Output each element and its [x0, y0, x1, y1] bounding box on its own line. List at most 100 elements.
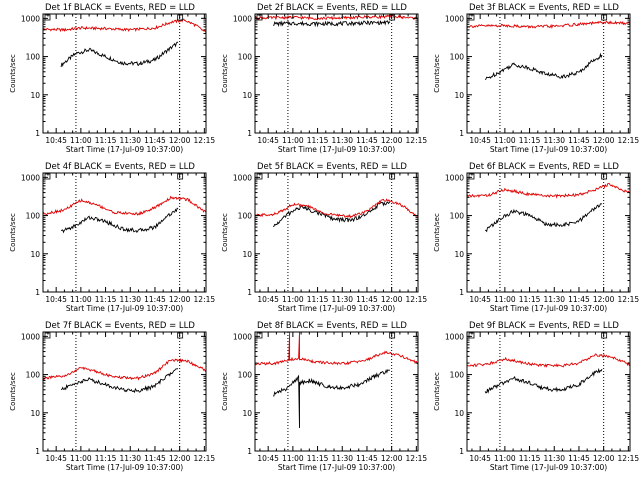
x-tick-label: 11:00	[282, 136, 304, 145]
panel-title: Det 6f BLACK = Events, RED = LLD	[469, 162, 619, 172]
x-tick-label: 11:45	[356, 136, 378, 145]
y-tick-label: 1000	[233, 173, 252, 182]
x-tick-label: 11:15	[519, 454, 541, 463]
y-tick-label: 10	[242, 91, 252, 100]
panel-title: Det 4f BLACK = Events, RED = LLD	[45, 162, 195, 172]
y-tick-label: 1	[247, 447, 252, 456]
plot-frame	[42, 331, 207, 452]
y-tick-label: 10	[454, 91, 464, 100]
y-tick-label: 1000	[445, 332, 464, 341]
y-tick-label: 1	[247, 288, 252, 297]
y-axis-label: Counts/sec	[9, 54, 17, 93]
panel-6: Det 6f BLACK = Events, RED = LLD 1 10 100 10…	[433, 162, 639, 313]
y-axis-label: Counts/sec	[433, 213, 441, 252]
x-axis-label: Start Time (17-Jul-09 10:37:00)	[66, 463, 183, 472]
plot-frame	[42, 13, 207, 134]
x-tick-label: 11:45	[144, 454, 166, 463]
x-tick-label: 10:45	[469, 136, 491, 145]
series-lld	[43, 195, 206, 216]
x-tick-label: 11:00	[70, 295, 92, 304]
x-tick-label: 11:00	[494, 295, 516, 304]
x-tick-label: 10:45	[257, 454, 279, 463]
y-tick-label: 1000	[21, 173, 40, 182]
y-axis-label: Counts/sec	[433, 54, 441, 93]
panel-1: Det 1f BLACK = Events, RED = LLD 1 10 100 10…	[9, 3, 215, 154]
x-tick-label: 11:15	[307, 454, 329, 463]
x-tick-label: 12:00	[593, 136, 615, 145]
y-axis-label: Counts/sec	[221, 372, 229, 411]
panel-title: Det 3f BLACK = Events, RED = LLD	[469, 3, 619, 13]
y-axis-label: Counts/sec	[9, 213, 17, 252]
y-tick-label: 1	[247, 129, 252, 138]
y-tick-label: 10	[454, 409, 464, 418]
x-axis-label: Start Time (17-Jul-09 10:37:00)	[490, 145, 607, 154]
series-events	[60, 207, 179, 234]
panel-title: Det 5f BLACK = Events, RED = LLD	[257, 162, 407, 172]
x-tick-label: 12:00	[593, 295, 615, 304]
x-axis-label: Start Time (17-Jul-09 10:37:00)	[278, 304, 395, 313]
x-tick-label: 11:15	[519, 295, 541, 304]
x-tick-label: 11:45	[356, 295, 378, 304]
x-tick-label: 11:30	[119, 136, 141, 145]
x-tick-label: 10:45	[469, 295, 491, 304]
panel-title: Det 9f BLACK = Events, RED = LLD	[469, 321, 619, 331]
y-tick-label: 10	[242, 250, 252, 259]
x-tick-label: 11:30	[119, 295, 141, 304]
x-tick-label: 11:00	[70, 136, 92, 145]
y-tick-label: 10	[30, 250, 40, 259]
x-tick-label: 12:00	[169, 295, 191, 304]
y-tick-label: 1000	[445, 173, 464, 182]
x-axis-label: Start Time (17-Jul-09 10:37:00)	[66, 145, 183, 154]
panel-title: Det 8f BLACK = Events, RED = LLD	[257, 321, 407, 331]
x-tick-label: 11:45	[568, 454, 590, 463]
panel-3: Det 3f BLACK = Events, RED = LLD 1 10 100 10…	[433, 3, 639, 154]
plot-frame	[466, 172, 631, 293]
series-events	[484, 52, 603, 80]
x-tick-label: 11:30	[331, 454, 353, 463]
panel-title: Det 7f BLACK = Events, RED = LLD	[45, 321, 195, 331]
x-tick-label: 11:00	[494, 454, 516, 463]
series-lld	[467, 183, 630, 199]
y-tick-label: 1	[35, 447, 40, 456]
x-tick-label: 12:00	[381, 454, 403, 463]
x-axis-label: Start Time (17-Jul-09 10:37:00)	[490, 304, 607, 313]
x-tick-label: 11:00	[282, 295, 304, 304]
y-axis-label: Counts/sec	[221, 54, 229, 93]
plot-frame	[254, 172, 419, 293]
x-tick-label: 11:45	[356, 454, 378, 463]
x-tick-label: 11:45	[144, 295, 166, 304]
x-tick-label: 11:15	[95, 454, 117, 463]
y-tick-label: 1	[459, 129, 464, 138]
y-axis-label: Counts/sec	[221, 213, 229, 252]
x-tick-label: 11:30	[331, 136, 353, 145]
plot-frame	[466, 331, 631, 452]
y-tick-label: 1	[35, 288, 40, 297]
x-tick-label: 11:15	[307, 136, 329, 145]
y-axis-label: Counts/sec	[433, 372, 441, 411]
series-events	[273, 201, 391, 227]
series-lld	[467, 20, 630, 30]
series-events	[484, 367, 603, 394]
x-tick-label: 12:15	[618, 454, 640, 463]
x-tick-label: 11:00	[70, 454, 92, 463]
y-tick-label: 1000	[233, 14, 252, 23]
x-tick-label: 12:00	[169, 454, 191, 463]
y-axis-label: Counts/sec	[9, 372, 17, 411]
x-tick-label: 11:30	[119, 454, 141, 463]
x-axis-label: Start Time (17-Jul-09 10:37:00)	[278, 463, 395, 472]
y-tick-label: 100	[450, 212, 465, 221]
y-tick-label: 1	[459, 447, 464, 456]
series-events	[273, 369, 390, 429]
x-tick-label: 12:15	[406, 454, 428, 463]
x-tick-label: 11:00	[494, 136, 516, 145]
x-tick-label: 11:45	[568, 136, 590, 145]
y-tick-label: 1000	[233, 332, 252, 341]
series-lld	[467, 353, 630, 368]
y-tick-label: 100	[238, 371, 253, 380]
x-tick-label: 10:45	[257, 136, 279, 145]
panel-title: Det 2f BLACK = Events, RED = LLD	[257, 3, 407, 13]
x-tick-label: 10:45	[469, 454, 491, 463]
x-tick-label: 11:15	[95, 295, 117, 304]
y-tick-label: 10	[454, 250, 464, 259]
x-tick-label: 12:15	[194, 136, 216, 145]
